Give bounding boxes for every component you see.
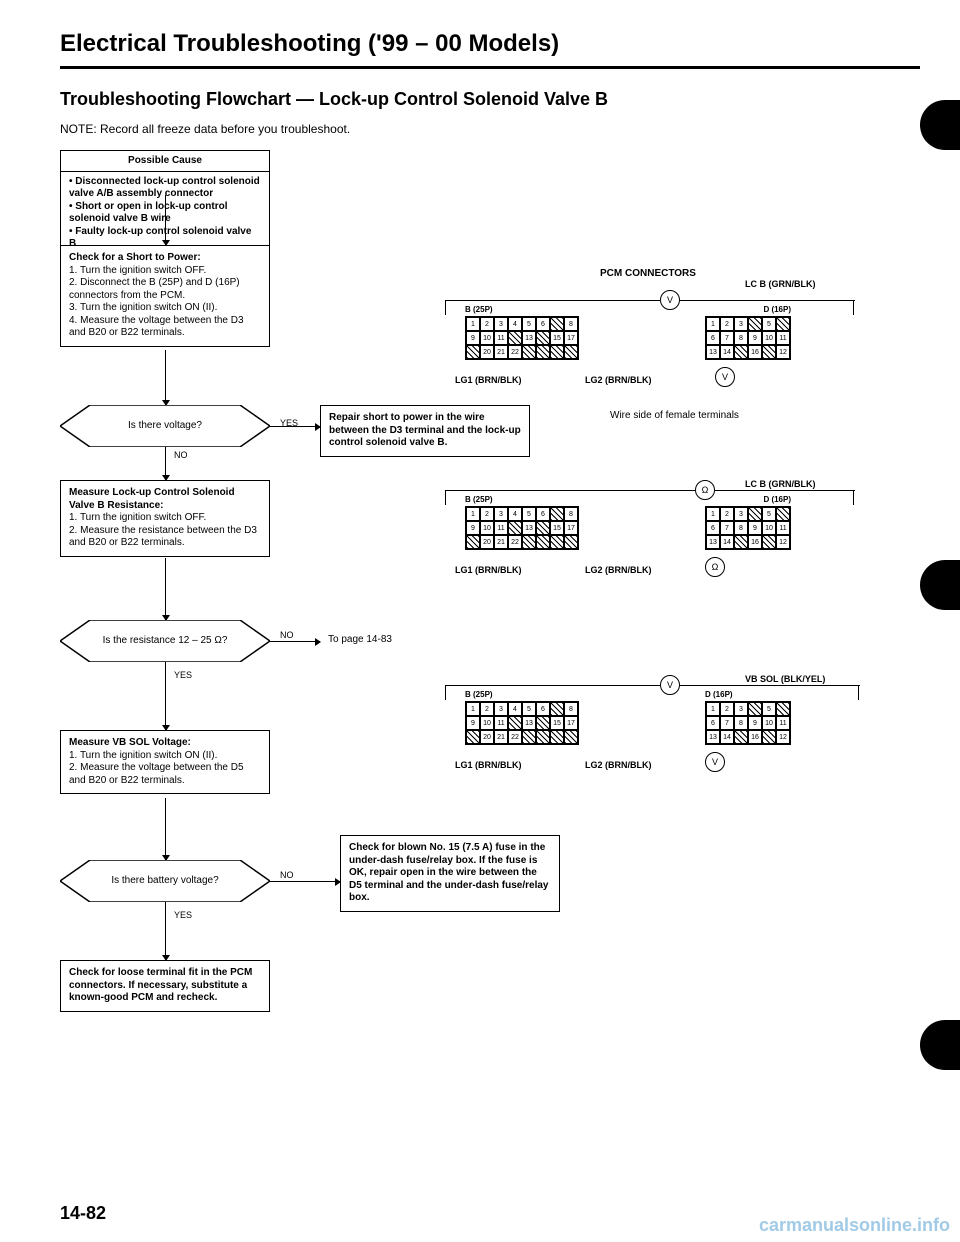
edge-d1-yes (270, 426, 320, 427)
d2-yes: YES (172, 670, 194, 680)
pcm-connectors-label: PCM CONNECTORS (600, 268, 696, 279)
b25p-title-2: B (25P) (465, 495, 579, 504)
edge-d2-yes (165, 662, 166, 730)
d1-label: Is there voltage? (60, 420, 270, 432)
connector-b25p-3: B (25P) 1234568 91011131517 202122 (465, 690, 579, 745)
connector-d16p-3: D (16P) 1235 67891011 13141612 (705, 690, 791, 745)
vbsol-2: 2. Measure the voltage between the D5 an… (69, 762, 261, 787)
connector-b25p-2: B (25P) 1234568 91011131517 202122 (465, 495, 579, 550)
hline-3b (680, 685, 860, 686)
diagram-3: VB SOL (BLK/YEL) V B (25P) 1234568 91011… (445, 680, 865, 800)
possible-cause-title: Possible Cause (61, 151, 269, 172)
hline-2b (715, 490, 855, 491)
section-subtitle: Troubleshooting Flowchart — Lock-up Cont… (60, 89, 920, 110)
box-repair-short: Repair short to power in the wire betwee… (320, 405, 530, 457)
check-short-3: 3. Turn the ignition switch ON (II). (69, 302, 261, 315)
d3-yes: YES (172, 910, 194, 920)
vline-1a (445, 300, 446, 315)
b25p-title-3: B (25P) (465, 690, 579, 699)
pin-v-3: V (660, 675, 680, 695)
d2-no: NO (278, 630, 296, 640)
box-measure-resistance: Measure Lock-up Control Solenoid Valve B… (60, 480, 270, 557)
check-short-title: Check for a Short to Power: (69, 252, 261, 265)
box-check-loose: Check for loose terminal fit in the PCM … (60, 960, 270, 1012)
vline-1b (853, 300, 854, 315)
box-measure-vbsol: Measure VB SOL Voltage: 1. Turn the igni… (60, 730, 270, 794)
edge-d3-no (270, 881, 340, 882)
lg2-label-3: LG2 (BRN/BLK) (585, 760, 652, 770)
d16p-title-2: D (16P) (705, 495, 791, 504)
d2-label: Is the resistance 12 – 25 Ω? (60, 635, 270, 647)
edge-d1-no (165, 447, 166, 480)
measure-res-title: Measure Lock-up Control Solenoid Valve B… (69, 487, 261, 512)
lcb-label-2: LC B (GRN/BLK) (745, 479, 816, 489)
decision-voltage: Is there voltage? (60, 405, 270, 447)
edge-res-d2 (165, 558, 166, 620)
to-page-label: To page 14-83 (328, 634, 392, 645)
pin-v-1: V (660, 290, 680, 310)
hline-3a (445, 685, 660, 686)
hline-1a (445, 300, 660, 301)
decision-battery: Is there battery voltage? (60, 860, 270, 902)
d3-no: NO (278, 870, 296, 880)
wire-side-label: Wire side of female terminals (610, 410, 739, 421)
d3-label: Is there battery voltage? (60, 875, 270, 887)
decision-resistance: Is the resistance 12 – 25 Ω? (60, 620, 270, 662)
d1-no: NO (172, 450, 190, 460)
page-number: 14-82 (60, 1203, 106, 1224)
flowchart-area: • OBD II Scan Tool indicates Code P1758.… (60, 150, 920, 1150)
lcb-label-1: LC B (GRN/BLK) (745, 279, 816, 289)
lg2-label-2: LG2 (BRN/BLK) (585, 565, 652, 575)
diagram-2: LC B (GRN/BLK) Ω B (25P) 1234568 9101113… (445, 485, 855, 605)
check-short-4: 4. Measure the voltage between the D3 an… (69, 315, 261, 340)
vline-3a (445, 685, 446, 700)
vline-2b (853, 490, 854, 505)
binder-rings (920, 0, 960, 1242)
lg1-label-3: LG1 (BRN/BLK) (455, 760, 522, 770)
edge-d2-no (270, 641, 320, 642)
edge-start-check (165, 195, 166, 245)
pin-v-1b: V (715, 367, 735, 387)
title-rule (60, 66, 920, 69)
vline-2a (445, 490, 446, 505)
check-short-2: 2. Disconnect the B (25P) and D (16P) co… (69, 277, 261, 302)
edge-d3-yes (165, 902, 166, 960)
lg1-label-2: LG1 (BRN/BLK) (455, 565, 522, 575)
page-title: Electrical Troubleshooting ('99 – 00 Mod… (60, 30, 920, 58)
vbsol-label: VB SOL (BLK/YEL) (745, 674, 825, 684)
diagram-1: LC B (GRN/BLK) V B (25P) 1234568 9101113… (445, 285, 855, 405)
note-text: NOTE: Record all freeze data before you … (60, 122, 920, 136)
edge-check-d1 (165, 350, 166, 405)
vbsol-1: 1. Turn the ignition switch ON (II). (69, 750, 261, 763)
vbsol-title: Measure VB SOL Voltage: (69, 737, 261, 750)
measure-res-2: 2. Measure the resistance between the D3… (69, 525, 261, 550)
d16p-title-3: D (16P) (705, 690, 791, 699)
box-check-short: Check for a Short to Power: 1. Turn the … (60, 245, 270, 347)
lg2-label-1: LG2 (BRN/BLK) (585, 375, 652, 385)
box-check-blown: Check for blown No. 15 (7.5 A) fuse in t… (340, 835, 560, 912)
connector-d16p-1: D (16P) 1235 67891011 13141612 (705, 305, 791, 360)
edge-vbsol-d3 (165, 798, 166, 860)
b25p-title-1: B (25P) (465, 305, 579, 314)
vline-3b (858, 685, 859, 700)
hline-2a (445, 490, 695, 491)
hline-1b (680, 300, 855, 301)
connector-d16p-2: D (16P) 1235 67891011 13141612 (705, 495, 791, 550)
connector-b25p-1: B (25P) 1234568 91011131517 202122 (465, 305, 579, 360)
lg1-label-1: LG1 (BRN/BLK) (455, 375, 522, 385)
pin-v-3b: V (705, 752, 725, 772)
measure-res-1: 1. Turn the ignition switch OFF. (69, 512, 261, 525)
pin-ohm-2: Ω (705, 557, 725, 577)
d16p-title-1: D (16P) (705, 305, 791, 314)
check-short-1: 1. Turn the ignition switch OFF. (69, 265, 261, 278)
